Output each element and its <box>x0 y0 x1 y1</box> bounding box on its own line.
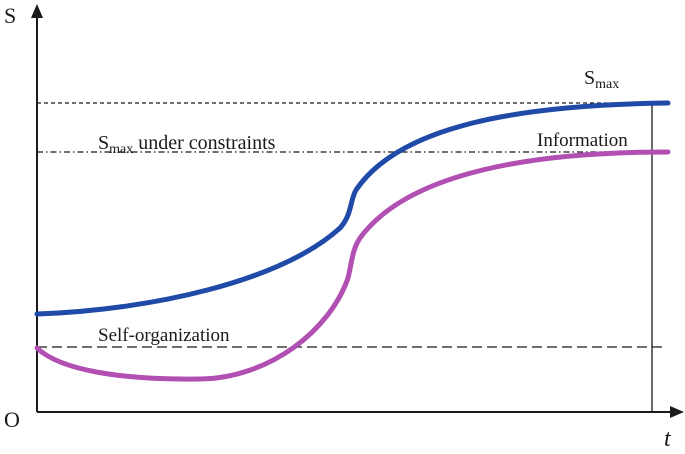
smax-label-sub: max <box>595 77 619 92</box>
information-label: Information <box>537 130 628 151</box>
x-axis-arrow <box>670 406 684 418</box>
entropy-curve <box>34 100 671 317</box>
constraint-label-sub: max <box>109 142 133 157</box>
x-axis-label: t <box>664 426 672 452</box>
y-axis-arrow <box>31 4 43 18</box>
smax-constraints-label: Smax under constraints <box>98 132 276 157</box>
information-curve <box>34 149 671 382</box>
constraint-label-base: S <box>98 132 109 154</box>
smax-label-base: S <box>584 67 595 89</box>
smax-label: Smax <box>584 67 619 92</box>
y-axis-label: S <box>4 3 16 28</box>
constraint-label-rest: under constraints <box>133 132 275 154</box>
self-organization-label: Self-organization <box>98 325 230 346</box>
origin-label: O <box>4 407 20 432</box>
